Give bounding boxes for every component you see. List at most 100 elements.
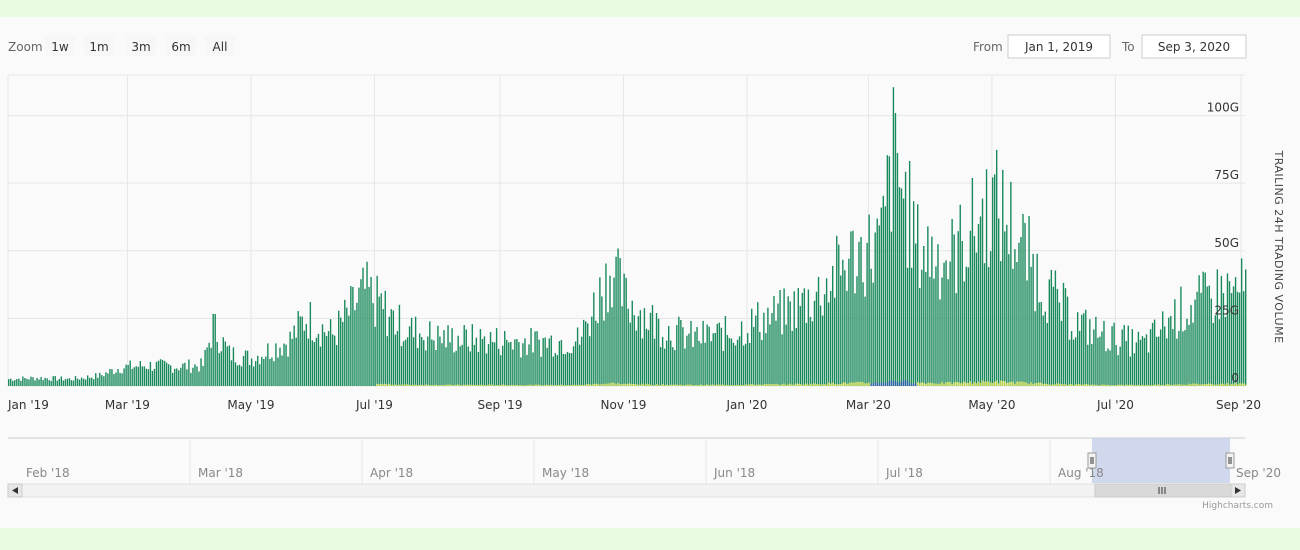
bar xyxy=(580,336,583,386)
zoom-button-all[interactable]: All xyxy=(205,36,235,56)
bar xyxy=(882,195,885,386)
bar xyxy=(528,344,530,386)
bar-secondary xyxy=(388,383,391,386)
bar-secondary xyxy=(716,384,718,386)
bar-secondary xyxy=(852,382,854,386)
bar xyxy=(167,364,170,386)
bar-secondary xyxy=(906,380,909,386)
scroll-thumb[interactable] xyxy=(1094,483,1232,498)
navigator-selection[interactable] xyxy=(1092,438,1230,483)
bar-secondary xyxy=(1149,385,1152,386)
bar-secondary xyxy=(1095,384,1097,386)
to-label: To xyxy=(1121,40,1135,54)
bar xyxy=(680,320,682,386)
bar xyxy=(718,322,721,386)
bar xyxy=(1060,320,1063,386)
bar-secondary xyxy=(386,384,388,386)
scroll-left-button[interactable] xyxy=(7,483,23,498)
bar-secondary xyxy=(684,384,686,386)
zoom-button-3m[interactable]: 3m xyxy=(126,36,156,56)
x-tick-label: Mar '19 xyxy=(105,398,150,412)
bar xyxy=(1036,253,1038,386)
navigator-tick-label: Aug '18 xyxy=(1058,466,1104,480)
bar-secondary xyxy=(522,385,524,386)
bar xyxy=(299,316,301,386)
bar xyxy=(113,374,115,386)
bar-secondary xyxy=(1176,384,1178,386)
bar xyxy=(601,296,603,386)
bar xyxy=(1135,342,1138,386)
stock-chart: Zoom 1w 1m 3m 6m All From Jan 1, 2019 To xyxy=(7,34,1285,511)
bar xyxy=(76,378,79,386)
credits-link[interactable]: Highcharts.com xyxy=(1202,501,1273,511)
bar-secondary xyxy=(1018,381,1020,386)
bar-series-secondary xyxy=(376,379,1247,386)
from-date-input[interactable]: Jan 1, 2019 xyxy=(1007,34,1111,59)
bar xyxy=(919,287,921,386)
bar xyxy=(1204,272,1206,386)
bar xyxy=(127,364,129,386)
bar-secondary xyxy=(985,381,988,386)
bar xyxy=(60,376,63,386)
bar-secondary xyxy=(382,384,384,386)
bar-secondary xyxy=(439,385,441,386)
bar xyxy=(678,316,680,386)
scroll-right-button[interactable] xyxy=(1230,483,1246,498)
bar-secondary xyxy=(1064,384,1067,386)
bar xyxy=(925,271,927,386)
bar-secondary xyxy=(821,384,824,386)
bar-secondary xyxy=(481,384,484,386)
bar xyxy=(346,307,348,386)
zoom-button-6m[interactable]: 6m xyxy=(166,36,196,56)
x-tick-label: May '20 xyxy=(968,398,1015,412)
bar xyxy=(206,347,208,386)
bar xyxy=(682,327,684,386)
bar xyxy=(1042,315,1044,386)
bar xyxy=(568,352,571,386)
bar-secondary xyxy=(1058,383,1061,386)
bar xyxy=(842,259,844,386)
to-date-input[interactable]: Sep 3, 2020 xyxy=(1141,34,1247,59)
bar-secondary xyxy=(544,385,546,386)
zoom-button-1w[interactable]: 1w xyxy=(45,36,75,56)
navigator-handle-right[interactable] xyxy=(1225,452,1235,469)
bar-secondary xyxy=(919,383,921,386)
bar xyxy=(817,276,820,386)
bar-secondary xyxy=(779,384,781,386)
bar-secondary xyxy=(649,384,652,386)
bar-secondary xyxy=(805,383,808,386)
bar-secondary xyxy=(742,385,745,386)
bar-secondary xyxy=(898,382,901,386)
bar-secondary xyxy=(1172,384,1174,386)
bar-secondary xyxy=(566,385,569,386)
navigator-handle-left[interactable] xyxy=(1087,452,1097,469)
bar-secondary xyxy=(447,384,449,386)
scrollbar[interactable] xyxy=(7,483,1246,498)
zoom-button-1m[interactable]: 1m xyxy=(84,36,114,56)
bar-secondary xyxy=(878,383,880,386)
bar xyxy=(1202,271,1204,386)
bar-secondary xyxy=(995,380,998,386)
bar xyxy=(327,331,330,386)
bar xyxy=(368,287,370,386)
bar-secondary xyxy=(894,381,897,386)
bar xyxy=(1103,320,1105,386)
bar xyxy=(362,267,364,386)
bar xyxy=(753,326,755,386)
bar xyxy=(129,360,131,386)
bar xyxy=(1081,314,1083,386)
bar-secondary xyxy=(1032,384,1034,386)
bar xyxy=(143,366,146,386)
bar xyxy=(1030,266,1032,386)
bar-secondary xyxy=(969,381,972,386)
bar xyxy=(771,313,773,386)
bar-secondary xyxy=(601,384,603,386)
navigator[interactable]: Feb '18 Mar '18 Apr '18 May '18 Jun '18 Jul '… xyxy=(8,437,1281,483)
bar-secondary xyxy=(548,385,550,386)
bar-secondary xyxy=(603,383,605,386)
bar-secondary xyxy=(1074,384,1077,386)
bar xyxy=(951,218,953,386)
bar-secondary xyxy=(516,384,518,386)
bar-secondary xyxy=(765,384,767,386)
bar-secondary xyxy=(1218,384,1221,386)
